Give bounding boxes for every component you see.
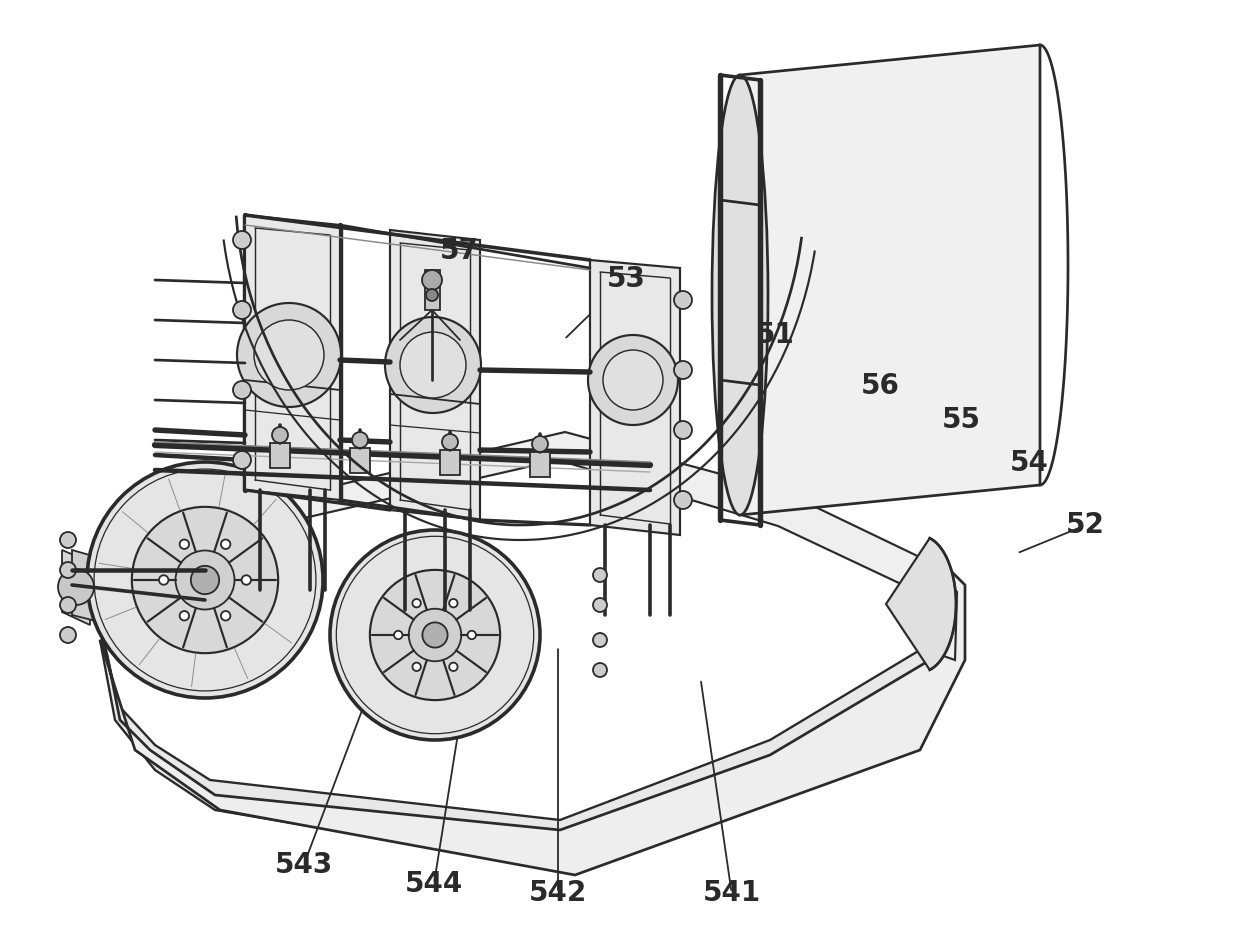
Circle shape: [675, 361, 692, 379]
Circle shape: [180, 539, 188, 549]
Circle shape: [532, 436, 548, 452]
Polygon shape: [425, 270, 440, 310]
Circle shape: [221, 539, 231, 549]
Circle shape: [87, 462, 322, 698]
Circle shape: [330, 530, 539, 740]
Circle shape: [427, 289, 438, 301]
Circle shape: [401, 332, 466, 398]
Text: 543: 543: [275, 851, 332, 879]
Polygon shape: [887, 538, 956, 670]
Polygon shape: [391, 230, 480, 520]
Circle shape: [221, 611, 231, 620]
Circle shape: [60, 597, 76, 613]
Circle shape: [237, 303, 341, 407]
Polygon shape: [100, 565, 965, 875]
Bar: [350, 448, 370, 473]
Circle shape: [233, 381, 250, 399]
Circle shape: [593, 598, 608, 612]
Polygon shape: [72, 550, 100, 622]
Circle shape: [58, 569, 94, 605]
Circle shape: [593, 568, 608, 582]
Polygon shape: [246, 215, 340, 500]
Circle shape: [413, 663, 420, 671]
Circle shape: [394, 631, 403, 639]
Circle shape: [588, 335, 678, 425]
Text: 541: 541: [703, 879, 760, 907]
Circle shape: [254, 320, 324, 390]
Bar: [270, 443, 290, 468]
Polygon shape: [590, 260, 680, 535]
Circle shape: [242, 576, 250, 585]
Polygon shape: [740, 45, 1040, 515]
Polygon shape: [62, 550, 91, 625]
Text: 544: 544: [405, 870, 463, 897]
Circle shape: [409, 609, 461, 661]
Circle shape: [60, 562, 76, 578]
Circle shape: [593, 633, 608, 647]
Circle shape: [60, 627, 76, 643]
Ellipse shape: [712, 75, 768, 515]
Bar: [440, 450, 460, 475]
Text: 54: 54: [1009, 449, 1049, 477]
Text: 53: 53: [606, 265, 646, 293]
Text: 542: 542: [529, 879, 587, 907]
Circle shape: [131, 507, 278, 653]
Circle shape: [422, 270, 441, 290]
Text: 52: 52: [1065, 512, 1105, 539]
Circle shape: [176, 551, 234, 609]
Text: 56: 56: [861, 372, 900, 400]
Circle shape: [423, 622, 448, 647]
Circle shape: [449, 599, 458, 607]
Polygon shape: [100, 570, 960, 870]
Circle shape: [675, 291, 692, 309]
Text: 51: 51: [755, 321, 795, 349]
Circle shape: [413, 599, 420, 607]
Circle shape: [60, 532, 76, 548]
Circle shape: [233, 451, 250, 469]
Polygon shape: [103, 432, 957, 660]
Circle shape: [191, 565, 219, 594]
Circle shape: [675, 421, 692, 439]
Circle shape: [159, 576, 169, 585]
Circle shape: [593, 663, 608, 677]
Circle shape: [180, 611, 188, 620]
Circle shape: [449, 663, 458, 671]
Circle shape: [233, 301, 250, 319]
Circle shape: [467, 631, 476, 639]
Circle shape: [675, 491, 692, 509]
Bar: [529, 452, 551, 477]
Circle shape: [352, 432, 368, 448]
Circle shape: [441, 434, 458, 450]
Circle shape: [233, 231, 250, 249]
Text: 55: 55: [941, 406, 981, 434]
Circle shape: [603, 350, 663, 410]
Text: 57: 57: [439, 237, 479, 265]
Circle shape: [384, 317, 481, 413]
Circle shape: [272, 427, 288, 443]
Circle shape: [370, 570, 500, 700]
